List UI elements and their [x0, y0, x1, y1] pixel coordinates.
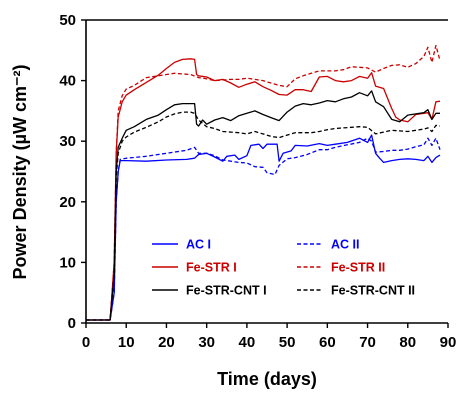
x-tick-label: 30 [198, 334, 215, 351]
legend-label-5: Fe-STR-CNT II [331, 284, 415, 298]
x-tick-label: 60 [319, 334, 336, 351]
y-axis-title: Power Density (µW cm⁻²) [10, 65, 30, 280]
legend-label-1: AC II [331, 238, 359, 252]
series-line-2 [86, 58, 441, 321]
series-line-1 [86, 137, 441, 321]
y-tick-label: 20 [59, 194, 76, 211]
x-tick-label: 90 [440, 334, 457, 351]
x-tick-label: 10 [118, 334, 135, 351]
x-tick-label: 70 [359, 334, 376, 351]
legend-label-0: AC I [186, 238, 211, 252]
x-axis-title: Time (days) [217, 369, 317, 389]
series-line-0 [86, 134, 441, 321]
y-tick-label: 10 [59, 254, 76, 271]
y-tick-label: 40 [59, 73, 76, 90]
x-tick-label: 20 [158, 334, 175, 351]
x-tick-label: 50 [279, 334, 296, 351]
x-tick-label: 80 [399, 334, 416, 351]
x-axis-ticks: 0 10 20 30 40 50 60 70 80 90 [82, 323, 457, 351]
series-lines [86, 44, 441, 321]
y-tick-label: 50 [59, 12, 76, 29]
legend-label-3: Fe-STR II [331, 261, 385, 275]
y-tick-label: 30 [59, 133, 76, 150]
legend-label-4: Fe-STR-CNT I [186, 284, 267, 298]
legend-label-2: Fe-STR I [186, 261, 237, 275]
y-tick-label: 0 [68, 315, 76, 332]
y-axis-ticks: 0 10 20 30 40 50 [59, 12, 86, 332]
series-line-3 [86, 44, 441, 321]
x-tick-label: 40 [239, 334, 256, 351]
series-line-5 [86, 111, 441, 321]
series-line-4 [86, 90, 440, 321]
legend: AC I AC II Fe-STR I Fe-STR II Fe-STR-CNT I Fe… [152, 238, 415, 298]
x-tick-label: 0 [82, 334, 90, 351]
